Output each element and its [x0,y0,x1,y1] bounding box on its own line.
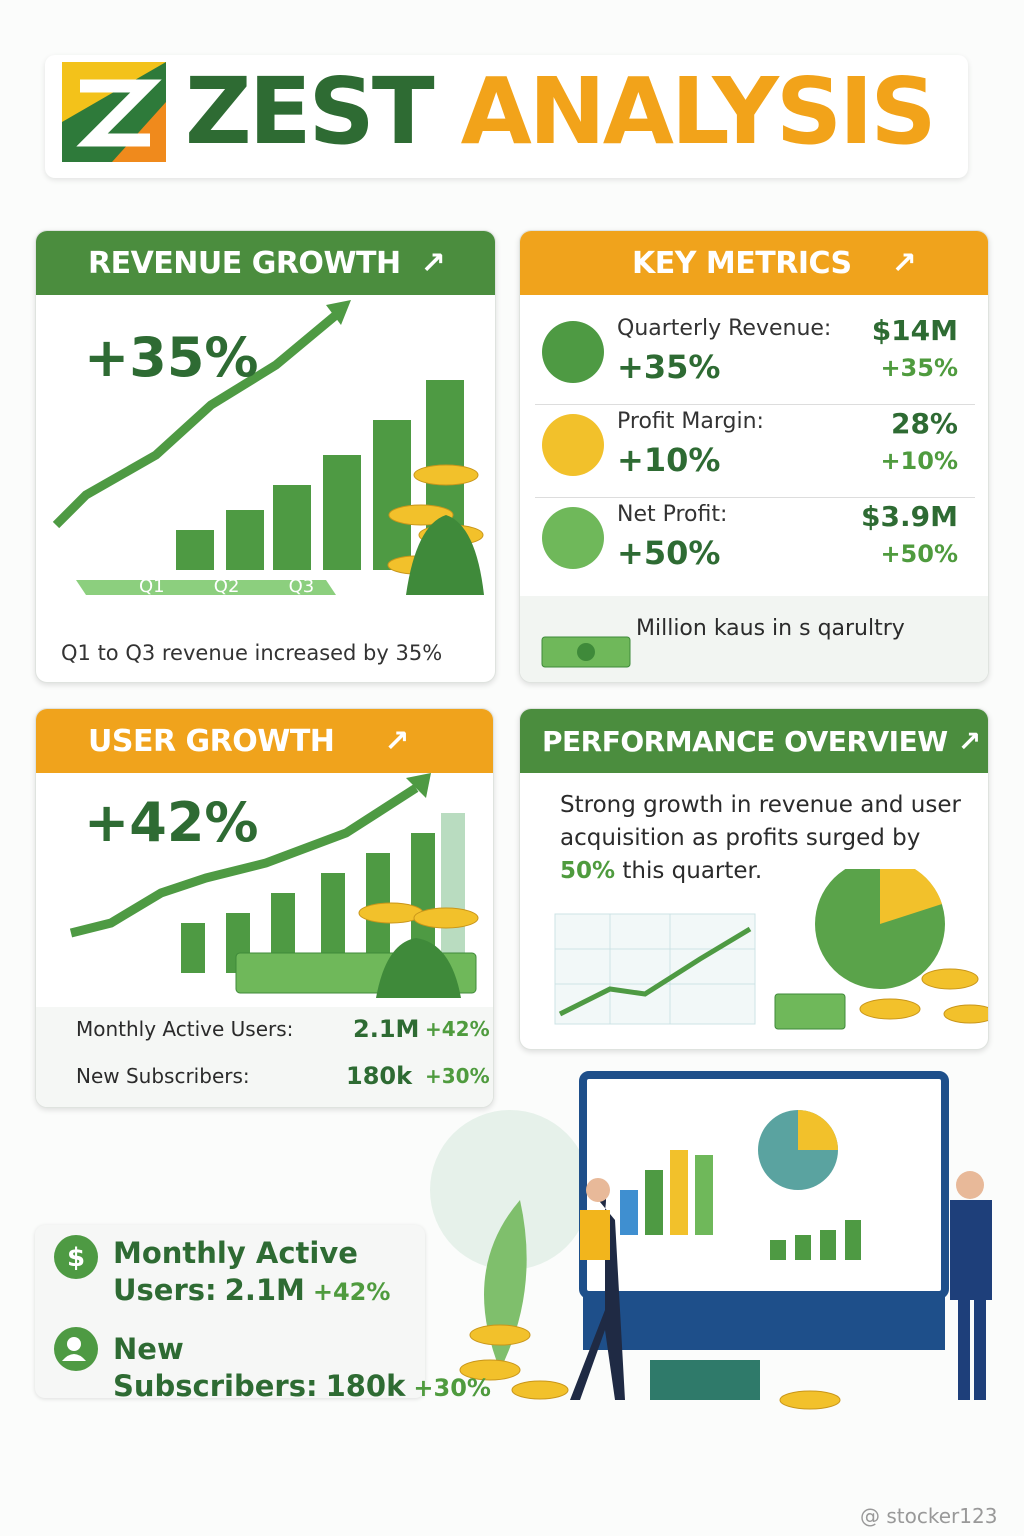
metric-value-change: +10% [880,447,958,475]
panel-header: REVENUE GROWTH ↗ [36,231,495,295]
text: this quarter. [615,858,763,884]
stat-change: +30% [425,1064,490,1088]
stats-box [36,1007,493,1107]
title-part: ANALYSIS [460,58,937,165]
illustration [52,300,484,595]
panel-title: KEY METRICS [632,245,852,281]
stat-label: Monthly Active Users: [76,1017,294,1041]
title: ZEST ANALYSIS [185,62,937,162]
caption: Q1 to Q3 revenue increased by 35% [61,641,443,665]
metric-value: $3.9M [861,500,958,533]
quarter-label: Q1 [139,576,165,597]
stat-label: New Subscribers: [76,1064,250,1088]
summary-label: Monthly Active Users: [113,1236,358,1307]
metric-change: +35% [617,348,721,386]
title-part: ZEST [185,58,435,165]
performance-panel: PERFORMANCE OVERVIEW ↗ Strong growth in r… [519,708,989,1050]
dollar-icon: $ [54,1235,98,1279]
metric-value: 28% [890,407,958,440]
summary-value: 180k [325,1369,406,1403]
quarter-label: Q3 [363,576,389,597]
quarter-labels: Q1 Q2 Q3 Q3 [139,576,389,597]
quarter-label: Q3 [288,576,315,597]
summary-item: Monthly Active Users: 2.1M +42% [113,1235,413,1311]
presentation-illustration [430,1071,992,1410]
users-panel: USER GROWTH ↗ +42% Monthly Active Users: 2… [35,708,494,1108]
logo [62,62,166,162]
divider [535,404,975,405]
trend-icon: ↗ [957,724,981,758]
panel-header: PERFORMANCE OVERVIEW ↗ [520,709,988,773]
metric-label: Quarterly Revenue: [617,316,832,341]
cash-icon [541,636,631,668]
svg-text:$: $ [67,1243,85,1273]
panel-header: USER GROWTH ↗ [36,709,493,773]
illustration [69,773,479,998]
revenue-panel: REVENUE GROWTH ↗ +35% Q1 Q2 Q3 Q3 Q1 to Q… [35,230,496,683]
summary-value: 2.1M [224,1273,305,1307]
panel-header: KEY METRICS ↗ [520,231,988,295]
metric-label: Profit Margin: [617,409,764,434]
summary-item: New Subscribers: 180k +30% [113,1331,491,1407]
note: Million kaus in s qarultry [636,616,905,641]
illustration [554,869,988,1030]
summary-change: +30% [413,1374,491,1402]
summary-change: +42% [312,1278,391,1306]
header [45,55,968,178]
summary-box [35,1225,425,1398]
trend-icon: ↗ [420,245,446,281]
metric-value-change: +50% [880,540,958,568]
metrics-panel: KEY METRICS ↗ Million kaus in s qarultry … [519,230,989,683]
quarter-label: Q2 [213,576,240,597]
metric-label: Net Profit: [617,502,728,527]
panel-title: PERFORMANCE OVERVIEW [542,724,948,758]
headline: +35% [84,326,259,389]
highlight: 50% [560,858,616,884]
metric-change: +10% [617,441,721,479]
metric-value: $14M [871,314,958,347]
summary-label: New Subscribers: [113,1332,318,1403]
trend-icon: ↗ [891,245,917,281]
watermark: @ stocker123 [860,1504,998,1528]
metric-icon [542,321,604,383]
user-icon [54,1327,98,1371]
stat-change: +42% [425,1017,490,1041]
summary-text: Strong growth in revenue and user acquis… [560,789,980,888]
metric-icon [542,414,604,476]
stat-value: 2.1M [353,1015,420,1043]
metric-icon [542,507,604,569]
stat-value: 180k [346,1062,413,1090]
divider [535,497,975,498]
headline: +42% [84,791,259,854]
panel-title: REVENUE GROWTH [88,245,401,281]
text: Strong growth in revenue and user acquis… [560,792,961,851]
trend-icon: ↗ [384,723,410,759]
panel-title: USER GROWTH [88,723,335,759]
metric-change: +50% [617,534,721,572]
metric-value-change: +35% [880,354,958,382]
